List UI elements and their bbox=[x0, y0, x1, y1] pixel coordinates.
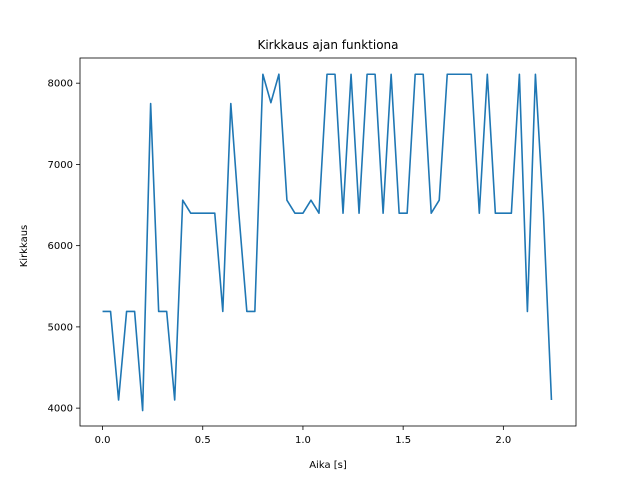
y-axis: 4000 5000 6000 7000 8000 bbox=[48, 79, 80, 415]
x-tick-label: 0.5 bbox=[195, 435, 211, 446]
axes-frame bbox=[79, 57, 577, 427]
x-axis: 0.0 0.5 1.0 1.5 2.0 bbox=[95, 426, 511, 446]
series-line-0 bbox=[102, 73, 553, 412]
y-tick-label: 4000 bbox=[48, 404, 73, 415]
y-axis-label: Kirkkaus bbox=[19, 225, 30, 268]
x-tick-label: 0.0 bbox=[95, 435, 111, 446]
x-tick-label: 1.0 bbox=[295, 435, 311, 446]
plot-area bbox=[102, 73, 553, 412]
y-tick-label: 6000 bbox=[48, 241, 73, 252]
chart-title: Kirkkaus ajan funktiona bbox=[257, 38, 398, 52]
y-tick-label: 8000 bbox=[48, 79, 73, 90]
y-tick-label: 7000 bbox=[48, 160, 73, 171]
y-tick-label: 5000 bbox=[48, 322, 73, 333]
x-tick-label: 2.0 bbox=[495, 435, 511, 446]
x-tick-label: 1.5 bbox=[395, 435, 411, 446]
x-axis-label: Aika [s] bbox=[309, 460, 347, 471]
